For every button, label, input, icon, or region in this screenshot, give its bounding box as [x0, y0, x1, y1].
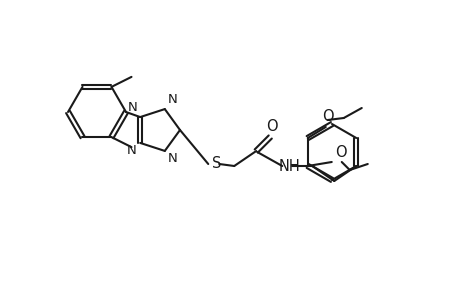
Text: O: O	[266, 119, 277, 134]
Text: NH: NH	[278, 158, 299, 173]
Text: O: O	[321, 109, 333, 124]
Text: N: N	[168, 93, 177, 106]
Text: N: N	[127, 101, 137, 114]
Text: O: O	[334, 145, 346, 160]
Text: N: N	[168, 152, 177, 165]
Text: N: N	[126, 144, 136, 157]
Text: S: S	[211, 155, 220, 170]
